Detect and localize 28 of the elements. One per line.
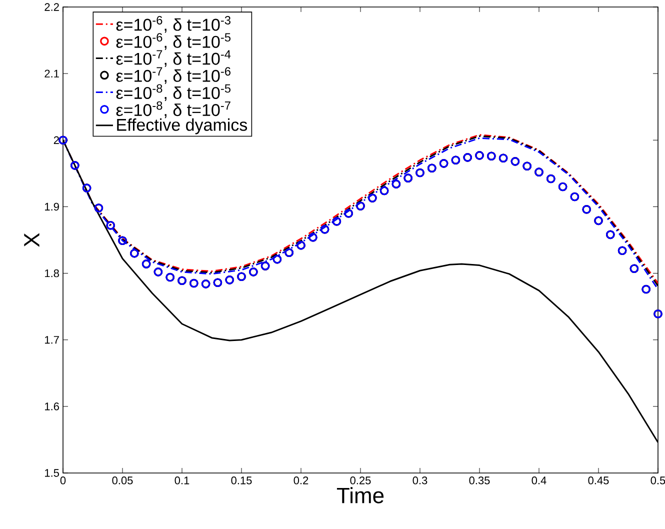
x-tick-label: 0.35 <box>469 476 490 484</box>
y-tick-label: 1.7 <box>45 336 59 344</box>
x-tick-label: 0.25 <box>350 476 371 484</box>
x-tick-label: 0.15 <box>231 476 252 484</box>
legend-label: ε=10$^{-7}$, δ t=10$^{-4}$ <box>116 50 231 67</box>
x-tick-label: 0.5 <box>650 476 665 484</box>
y-tick-label: 2.1 <box>44 70 59 78</box>
y-tick-label: 2.2 <box>44 3 59 11</box>
y-tick-label: 2 <box>54 136 59 144</box>
legend-label: ε=10$^{-7}$, δ t=10$^{-6}$ <box>116 67 230 84</box>
y-tick-label: 1.6 <box>45 402 59 410</box>
y-tick-label: 1.5 <box>45 469 59 477</box>
legend-label: ε=10$^{-6}$, δ t=10$^{-5}$ <box>116 33 230 50</box>
x-tick-label: 0.2 <box>294 476 308 484</box>
y-tick-label: 1.9 <box>45 202 59 211</box>
legend-label: ε=10$^{-8}$, δ t=10$^{-5}$ <box>116 84 230 102</box>
x-axis-title: Time <box>336 487 384 504</box>
x-tick-label: 0.1 <box>174 476 190 484</box>
x-tick-label: 0.45 <box>588 476 609 484</box>
x-tick-label: 0.3 <box>412 476 428 484</box>
y-axis-title: X <box>24 233 40 247</box>
legend-label: ε=10$^{-8}$, δ t=10$^{-7}$ <box>116 101 230 118</box>
x-tick-label: 0.05 <box>112 476 133 484</box>
x-tick-label: 0 <box>60 476 66 484</box>
legend-label: ε=10$^{-6}$, δ t=10$^{-3}$ <box>116 16 230 33</box>
x-tick-label: 0.4 <box>532 476 546 484</box>
y-tick-label: 1.8 <box>45 269 59 278</box>
legend-label: Effective dyamics <box>117 118 248 134</box>
